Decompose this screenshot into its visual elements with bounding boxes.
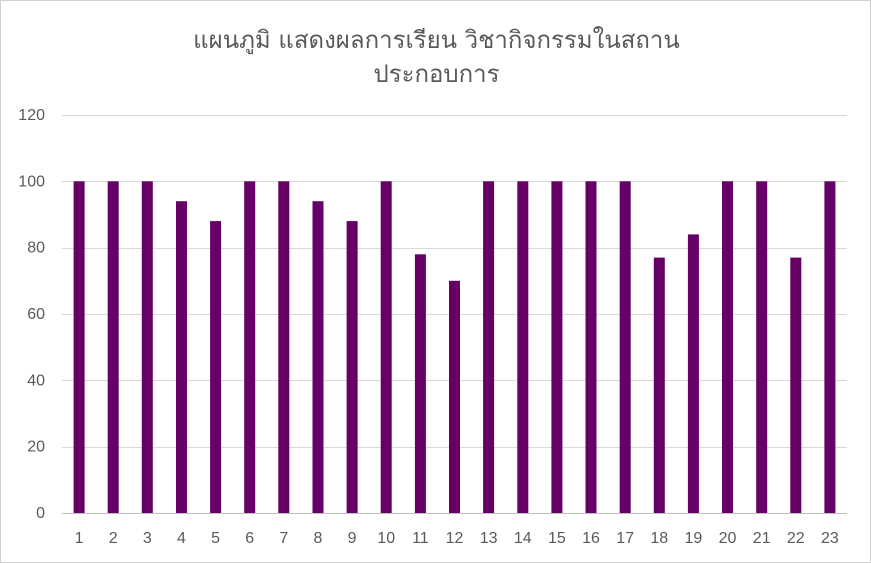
chart-title: แผนภูมิ แสดงผลการเรียน วิชากิจกรรมในสถาน… — [1, 23, 871, 91]
bar — [687, 234, 699, 513]
bar — [210, 221, 222, 513]
y-axis-ticks: 0 20 40 60 80 100 120 — [18, 107, 45, 522]
y-tick-label: 60 — [27, 306, 45, 323]
bar — [414, 254, 426, 514]
x-tick-label: 3 — [143, 530, 152, 547]
bar — [380, 181, 392, 514]
bar — [517, 181, 529, 514]
bar — [790, 257, 802, 513]
bar — [73, 181, 85, 514]
bars — [73, 181, 836, 514]
bar — [824, 181, 836, 514]
x-tick-label: 4 — [177, 530, 186, 547]
x-tick-label: 8 — [314, 530, 323, 547]
bar — [107, 181, 119, 514]
x-tick-label: 17 — [616, 530, 634, 547]
x-tick-label: 14 — [514, 530, 532, 547]
y-tick-label: 0 — [36, 505, 45, 522]
x-tick-label: 1 — [75, 530, 84, 547]
x-tick-label: 18 — [650, 530, 668, 547]
x-tick-label: 19 — [685, 530, 703, 547]
x-tick-label: 6 — [245, 530, 254, 547]
bar — [449, 280, 460, 513]
bar — [653, 257, 665, 513]
x-tick-label: 20 — [719, 530, 737, 547]
x-axis-ticks: 1 2 3 4 5 6 7 8 9 10 11 12 13 14 15 16 17 18 19 20 21 22 23 — [75, 530, 839, 547]
bar — [278, 181, 290, 514]
bar — [722, 181, 733, 514]
chart-title-line-2: ประกอบการ — [373, 60, 500, 88]
bar — [483, 181, 495, 514]
bar — [756, 181, 768, 514]
x-tick-label: 15 — [548, 530, 566, 547]
x-tick-label: 11 — [412, 530, 429, 547]
y-tick-label: 100 — [18, 173, 45, 190]
bar — [176, 201, 187, 513]
y-tick-label: 80 — [27, 240, 45, 257]
x-tick-label: 16 — [582, 530, 600, 547]
x-tick-label: 23 — [821, 530, 839, 547]
bar — [244, 181, 256, 514]
bar — [619, 181, 631, 514]
x-tick-label: 13 — [480, 530, 498, 547]
chart-title-line-1: แผนภูมิ แสดงผลการเรียน วิชากิจกรรมในสถาน — [193, 26, 680, 54]
x-tick-label: 22 — [787, 530, 805, 547]
bar — [141, 181, 153, 514]
x-tick-label: 2 — [109, 530, 118, 547]
x-tick-label: 5 — [211, 530, 220, 547]
bar — [551, 181, 563, 514]
x-tick-label: 21 — [753, 530, 771, 547]
x-tick-label: 10 — [377, 530, 395, 547]
y-tick-label: 20 — [27, 439, 45, 456]
x-tick-label: 7 — [279, 530, 288, 547]
x-tick-label: 12 — [446, 530, 464, 547]
bar — [585, 181, 597, 514]
y-tick-label: 40 — [27, 372, 45, 389]
x-tick-label: 9 — [348, 530, 357, 547]
bar — [346, 221, 358, 513]
bar — [312, 201, 324, 513]
y-tick-label: 120 — [18, 107, 45, 124]
